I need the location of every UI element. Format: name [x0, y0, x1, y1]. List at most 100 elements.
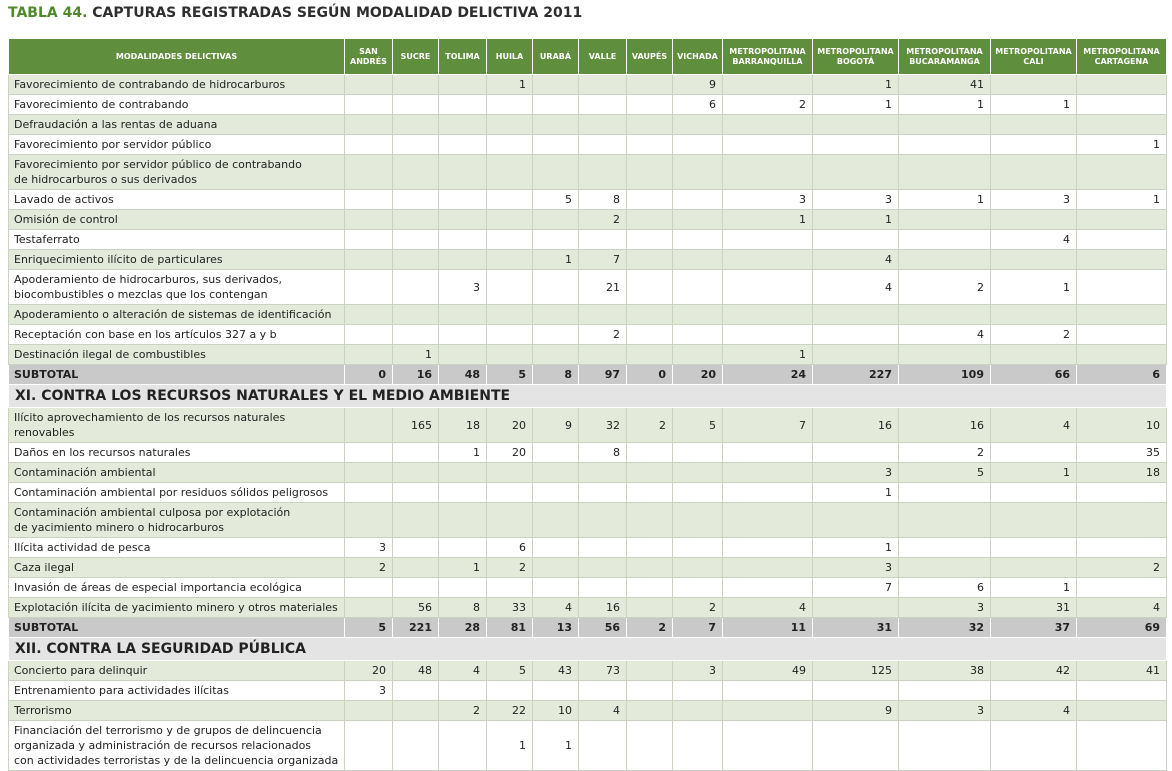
cell: 11: [722, 617, 813, 638]
cell: 18: [438, 407, 487, 443]
section-title: XI. CONTRA LOS RECURSOS NATURALES Y EL M…: [8, 384, 1167, 408]
cell: [672, 134, 723, 155]
cell: [392, 442, 439, 463]
cell: [392, 700, 439, 721]
cell: 24: [722, 364, 813, 385]
row-label: Daños en los recursos naturales: [8, 442, 345, 463]
cell: 32: [898, 617, 991, 638]
cell: [344, 577, 393, 598]
cell: 2: [486, 557, 533, 578]
cell: [1076, 700, 1167, 721]
cell: 1: [438, 442, 487, 463]
cell: 4: [990, 700, 1077, 721]
cell: 4: [532, 597, 579, 618]
cell: [672, 189, 723, 210]
cell: [438, 537, 487, 558]
cell: [672, 229, 723, 250]
cell: [722, 324, 813, 345]
cell: [344, 482, 393, 503]
cell: 1: [532, 720, 579, 771]
column-header: METROPOLITANA BOGOTÁ: [812, 38, 899, 75]
cell: 1: [438, 557, 487, 578]
cell: [486, 209, 533, 230]
cell: [626, 557, 673, 578]
cell: [898, 249, 991, 270]
cell: 1: [392, 344, 439, 365]
cell: [438, 134, 487, 155]
cell: [532, 557, 579, 578]
cell: [532, 114, 579, 135]
cell: [1076, 502, 1167, 538]
cell: [990, 74, 1077, 95]
cell: 4: [438, 660, 487, 681]
cell: 32: [578, 407, 627, 443]
row-label: Receptación con base en los artículos 32…: [8, 324, 345, 345]
cell: 4: [898, 324, 991, 345]
row-label: Financiación del terrorismo y de grupos …: [8, 720, 345, 771]
section-row: XII. CONTRA LA SEGURIDAD PÚBLICA: [8, 637, 1167, 661]
cell: [626, 442, 673, 463]
cell: [532, 680, 579, 701]
cell: 9: [532, 407, 579, 443]
cell: [532, 134, 579, 155]
cell: [438, 304, 487, 325]
cell: 7: [578, 249, 627, 270]
table-row: Apoderamiento o alteración de sistemas d…: [8, 304, 1167, 325]
cell: 2: [344, 557, 393, 578]
column-header: TOLIMA: [438, 38, 487, 75]
row-label: Favorecimiento de contrabando de hidroca…: [8, 74, 345, 95]
cell: [812, 502, 899, 538]
cell: 3: [812, 189, 899, 210]
cell: [812, 442, 899, 463]
column-header: HUILA: [486, 38, 533, 75]
cell: [672, 482, 723, 503]
cell: [990, 154, 1077, 190]
cell: 37: [990, 617, 1077, 638]
table-row: Enriquecimiento ilícito de particulares 1…: [8, 249, 1167, 270]
cell: 2: [898, 442, 991, 463]
column-header: SAN ANDRÉS: [344, 38, 393, 75]
table-row: Explotación ilícita de yacimiento minero…: [8, 597, 1167, 618]
cell: 9: [672, 74, 723, 95]
cell: 125: [812, 660, 899, 681]
cell: 4: [990, 229, 1077, 250]
row-label: Invasión de áreas de especial importanci…: [8, 577, 345, 598]
row-label: SUBTOTAL: [8, 617, 345, 638]
cell: [626, 94, 673, 115]
cell: [898, 557, 991, 578]
cell: [990, 537, 1077, 558]
cell: [578, 134, 627, 155]
cell: 6: [1076, 364, 1167, 385]
cell: [438, 209, 487, 230]
cell: [722, 680, 813, 701]
row-label: Contaminación ambiental: [8, 462, 345, 483]
cell: [672, 680, 723, 701]
cell: [438, 680, 487, 701]
cell: 13: [532, 617, 579, 638]
cell: [898, 229, 991, 250]
cell: 3: [438, 269, 487, 305]
cell: [344, 720, 393, 771]
row-label: Favorecimiento por servidor público de c…: [8, 154, 345, 190]
column-header: METROPOLITANA BUCARAMANGA: [898, 38, 991, 75]
cell: [1076, 304, 1167, 325]
cell: [532, 94, 579, 115]
cell: 20: [486, 407, 533, 443]
cell: [990, 114, 1077, 135]
cell: [898, 304, 991, 325]
cell: [722, 154, 813, 190]
cell: 66: [990, 364, 1077, 385]
cell: [344, 134, 393, 155]
cell: 9: [812, 700, 899, 721]
cell: [392, 537, 439, 558]
cell: 16: [812, 407, 899, 443]
cell: 2: [722, 94, 813, 115]
cell: 18: [1076, 462, 1167, 483]
row-label: Ilícito aprovechamiento de los recursos …: [8, 407, 345, 443]
cell: [626, 209, 673, 230]
cell: [438, 114, 487, 135]
cell: [532, 442, 579, 463]
column-header: METROPOLITANA CARTAGENA: [1076, 38, 1167, 75]
table-row: Favorecimiento por servidor público 1: [8, 134, 1167, 155]
cell: 227: [812, 364, 899, 385]
